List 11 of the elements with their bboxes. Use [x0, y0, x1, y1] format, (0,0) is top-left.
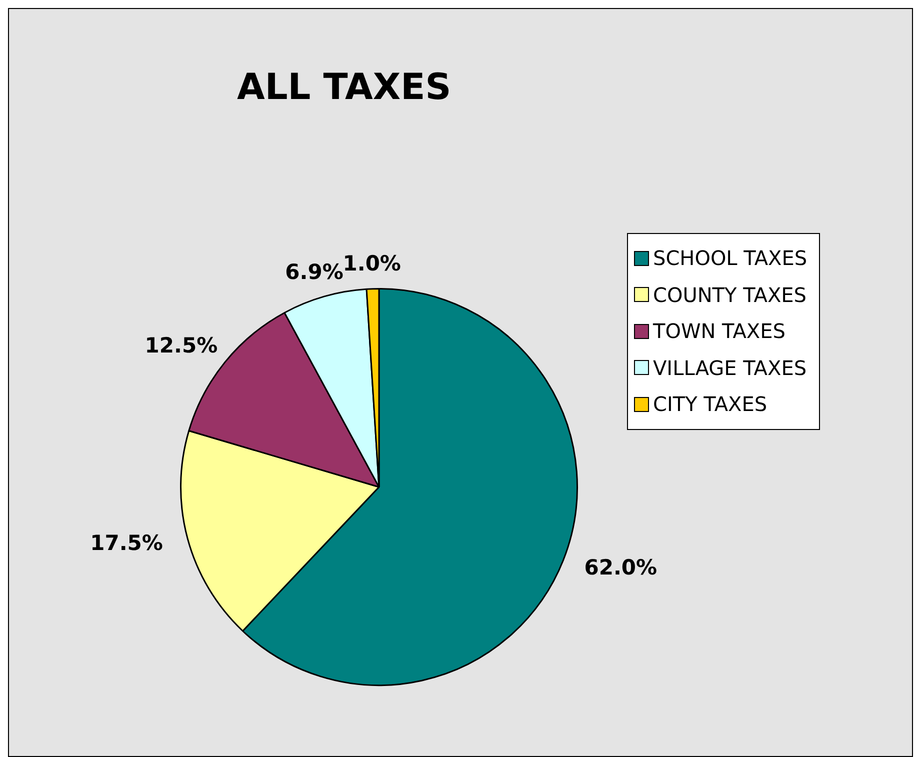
legend-label: TOWN TAXES — [653, 319, 786, 344]
data-label: 17.5% — [90, 531, 163, 556]
data-label: 6.9% — [285, 260, 344, 284]
legend-label: SCHOOL TAXES — [653, 246, 808, 270]
data-label: 12.5% — [144, 334, 218, 358]
data-label: 62.0% — [584, 556, 658, 580]
legend-label: CITY TAXES — [653, 392, 768, 416]
legend-label: VILLAGE TAXES — [653, 356, 807, 380]
legend-label: COUNTY TAXES — [653, 282, 806, 307]
chart-title: ALL TAXES — [237, 67, 452, 108]
data-label: 1.0% — [342, 251, 401, 276]
